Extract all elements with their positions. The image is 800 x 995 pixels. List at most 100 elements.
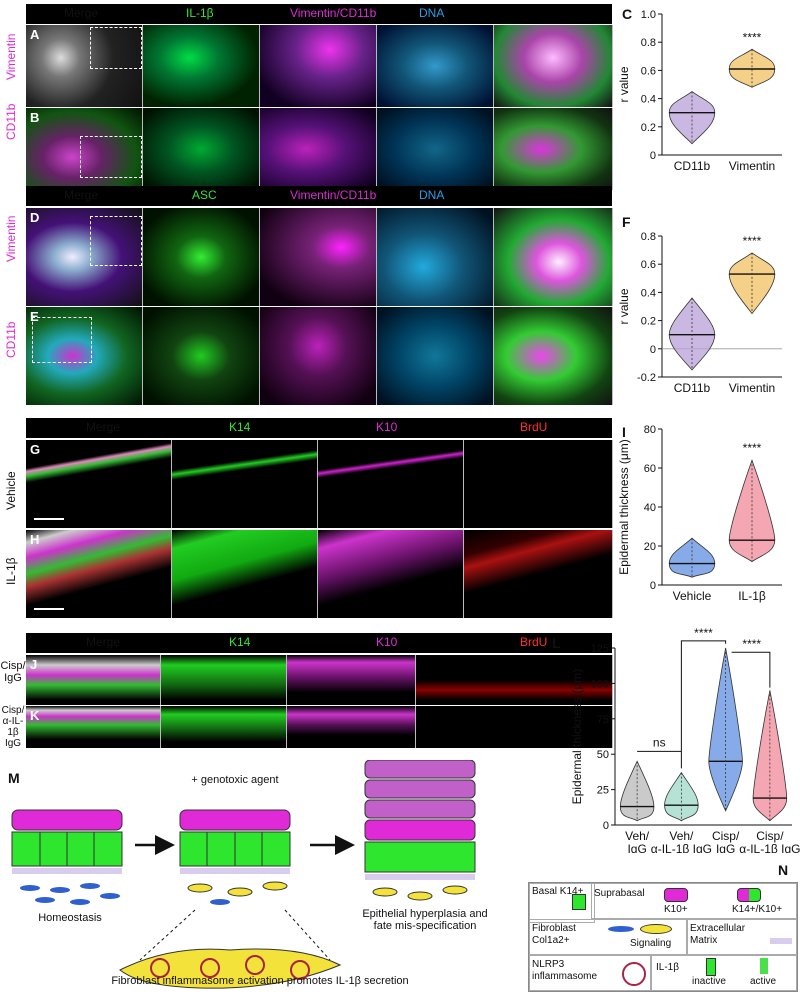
ab-header-dna: DNA [419, 6, 445, 20]
micrograph-k10 [318, 440, 464, 528]
significance-label: **** [694, 628, 713, 640]
category-label: IgG [627, 842, 646, 853]
violin-chart-c: 0 0.2 0.4 0.6 0.8 1.0 r value CD11b Vimentin **** [617, 9, 782, 173]
gh-row-label-vehicle: Vehicle [4, 471, 18, 510]
micrograph-brdu [464, 440, 613, 528]
panel-letter-e: E [30, 309, 39, 324]
k10-swatch [664, 888, 688, 902]
micrograph-vimentin [260, 208, 377, 306]
ab-row-label-cd11b: CD11b [4, 103, 18, 140]
gh-header-k10: K10 [376, 420, 398, 434]
panel-letter-a: A [30, 27, 40, 42]
de-header-dna: DNA [419, 188, 445, 202]
gh-header-merge: Merge [86, 420, 121, 434]
significance-label: **** [743, 441, 762, 455]
y-axis-label: Epidermal thickness (μm) [617, 439, 631, 575]
micrograph-k10 [318, 530, 464, 618]
micrograph-merge [26, 655, 161, 705]
micrograph-vimentin [260, 25, 377, 107]
y-tick-label: 0.6 [641, 259, 656, 271]
y-tick-label: 0 [650, 150, 656, 162]
y-tick-label: 25 [597, 785, 609, 797]
category-label: Cisp/ [756, 829, 784, 843]
scale-bar [34, 608, 64, 610]
micrograph-k14 [161, 655, 287, 705]
micrograph-zoom [494, 25, 613, 107]
category-label: Veh/ [625, 829, 650, 843]
caption-label: Fibroblast inflammasome activation promo… [111, 975, 409, 987]
legend-nlrp3: NLRP3 inflammasome [529, 955, 651, 991]
panel-letter-b: B [30, 110, 40, 125]
jk-header-brdu: BrdU [520, 635, 548, 649]
category-label: Veh/ [669, 829, 694, 843]
violin-chart-f: -0.2 0 0.2 0.4 0.6 0.8 r value CD11b Vimentin ***… [617, 231, 782, 395]
scale-bar [34, 518, 64, 520]
y-tick-label: 0.4 [641, 94, 656, 106]
active-swatch [760, 958, 768, 974]
y-axis-label: r value [617, 66, 631, 102]
zoom-box [80, 136, 142, 178]
legend-basal: Basal K14+ [529, 883, 595, 923]
jk-header-k14: K14 [229, 635, 251, 649]
legend-fibroblast: Fibroblast Col1a2+ Signaling [529, 919, 687, 955]
legend-basal-text: Basal K14+ [532, 886, 584, 897]
y-tick-label: 80 [644, 424, 656, 436]
legend-ecm-text: Extracellular Matrix [690, 923, 746, 946]
y-tick-label: 0.6 [641, 65, 656, 77]
y-tick-label: 125 [591, 643, 609, 655]
ab-header-merge: Merge [64, 6, 99, 20]
y-tick-label: 0.2 [641, 122, 656, 134]
genotoxic-label: + genotoxic agent [191, 774, 279, 786]
y-tick-label: 40 [644, 502, 656, 514]
inactive-swatch [706, 958, 716, 976]
micrograph-merge [26, 108, 143, 190]
significance-label: **** [742, 637, 761, 651]
chart-letter-i: I [622, 424, 626, 440]
outcome-label: Epithelial hyperplasia and fate mis-spec… [362, 908, 488, 932]
y-tick-label: 0 [650, 344, 656, 356]
micrograph-il1b [143, 108, 260, 190]
category-label: IgG [716, 842, 735, 853]
jk-header: Merge K14 K10 BrdU [26, 633, 612, 653]
jk-header-k10: K10 [376, 635, 398, 649]
y-tick-label: 0.2 [641, 316, 656, 328]
bracket-1 [680, 640, 727, 769]
inflammasome-icon [622, 962, 646, 986]
chart-letter-l: L [552, 635, 561, 651]
y-tick-label: 0.8 [641, 37, 656, 49]
legend-suprabasal: Suprabasal K10+ K14+/K10+ [591, 883, 797, 919]
y-axis-label: r value [617, 288, 631, 324]
y-tick-label: 0.8 [641, 231, 656, 243]
violin-chart-l: 0 25 50 75 100 125 Epidermal thickness (μm) Veh… [570, 628, 800, 853]
de-header-asc: ASC [192, 188, 217, 202]
de-row-label-vimentin: Vimentin [4, 215, 18, 262]
gh-header-brdu: BrdU [520, 420, 548, 434]
micrograph-asc [143, 208, 260, 306]
micrograph-asc [143, 307, 260, 405]
category-label: Vimentin [729, 381, 775, 395]
y-tick-label: 0 [603, 820, 609, 832]
legend-k14k10-text: K14+/K10+ [732, 904, 783, 915]
ecm-swatch [770, 938, 792, 944]
micrograph-k10 [287, 706, 416, 748]
ab-row-label-vimentin: Vimentin [4, 33, 18, 80]
micrograph-zoom [494, 307, 613, 405]
micrograph-brdu [416, 655, 613, 705]
violin-1 [728, 48, 776, 88]
bracket-2 [731, 651, 771, 688]
category-label: α-IL-1β IgG [651, 842, 712, 853]
micrograph-k10 [287, 655, 416, 705]
diagram-letter-m: M [8, 770, 20, 786]
micrograph-il1b [143, 25, 260, 107]
micrograph-merge [26, 440, 172, 528]
micrograph-brdu [464, 530, 613, 618]
micrograph-dna [377, 108, 494, 190]
violin-0 [668, 297, 716, 371]
panel-letter-j: J [30, 657, 38, 672]
genotoxic-tissue [179, 809, 291, 905]
category-label: Vimentin [729, 159, 775, 173]
category-label: CD11b [674, 159, 711, 173]
hyperplasia-tissue [364, 760, 476, 901]
panel-letter-h: H [30, 532, 40, 547]
micrograph-merge [26, 530, 172, 618]
